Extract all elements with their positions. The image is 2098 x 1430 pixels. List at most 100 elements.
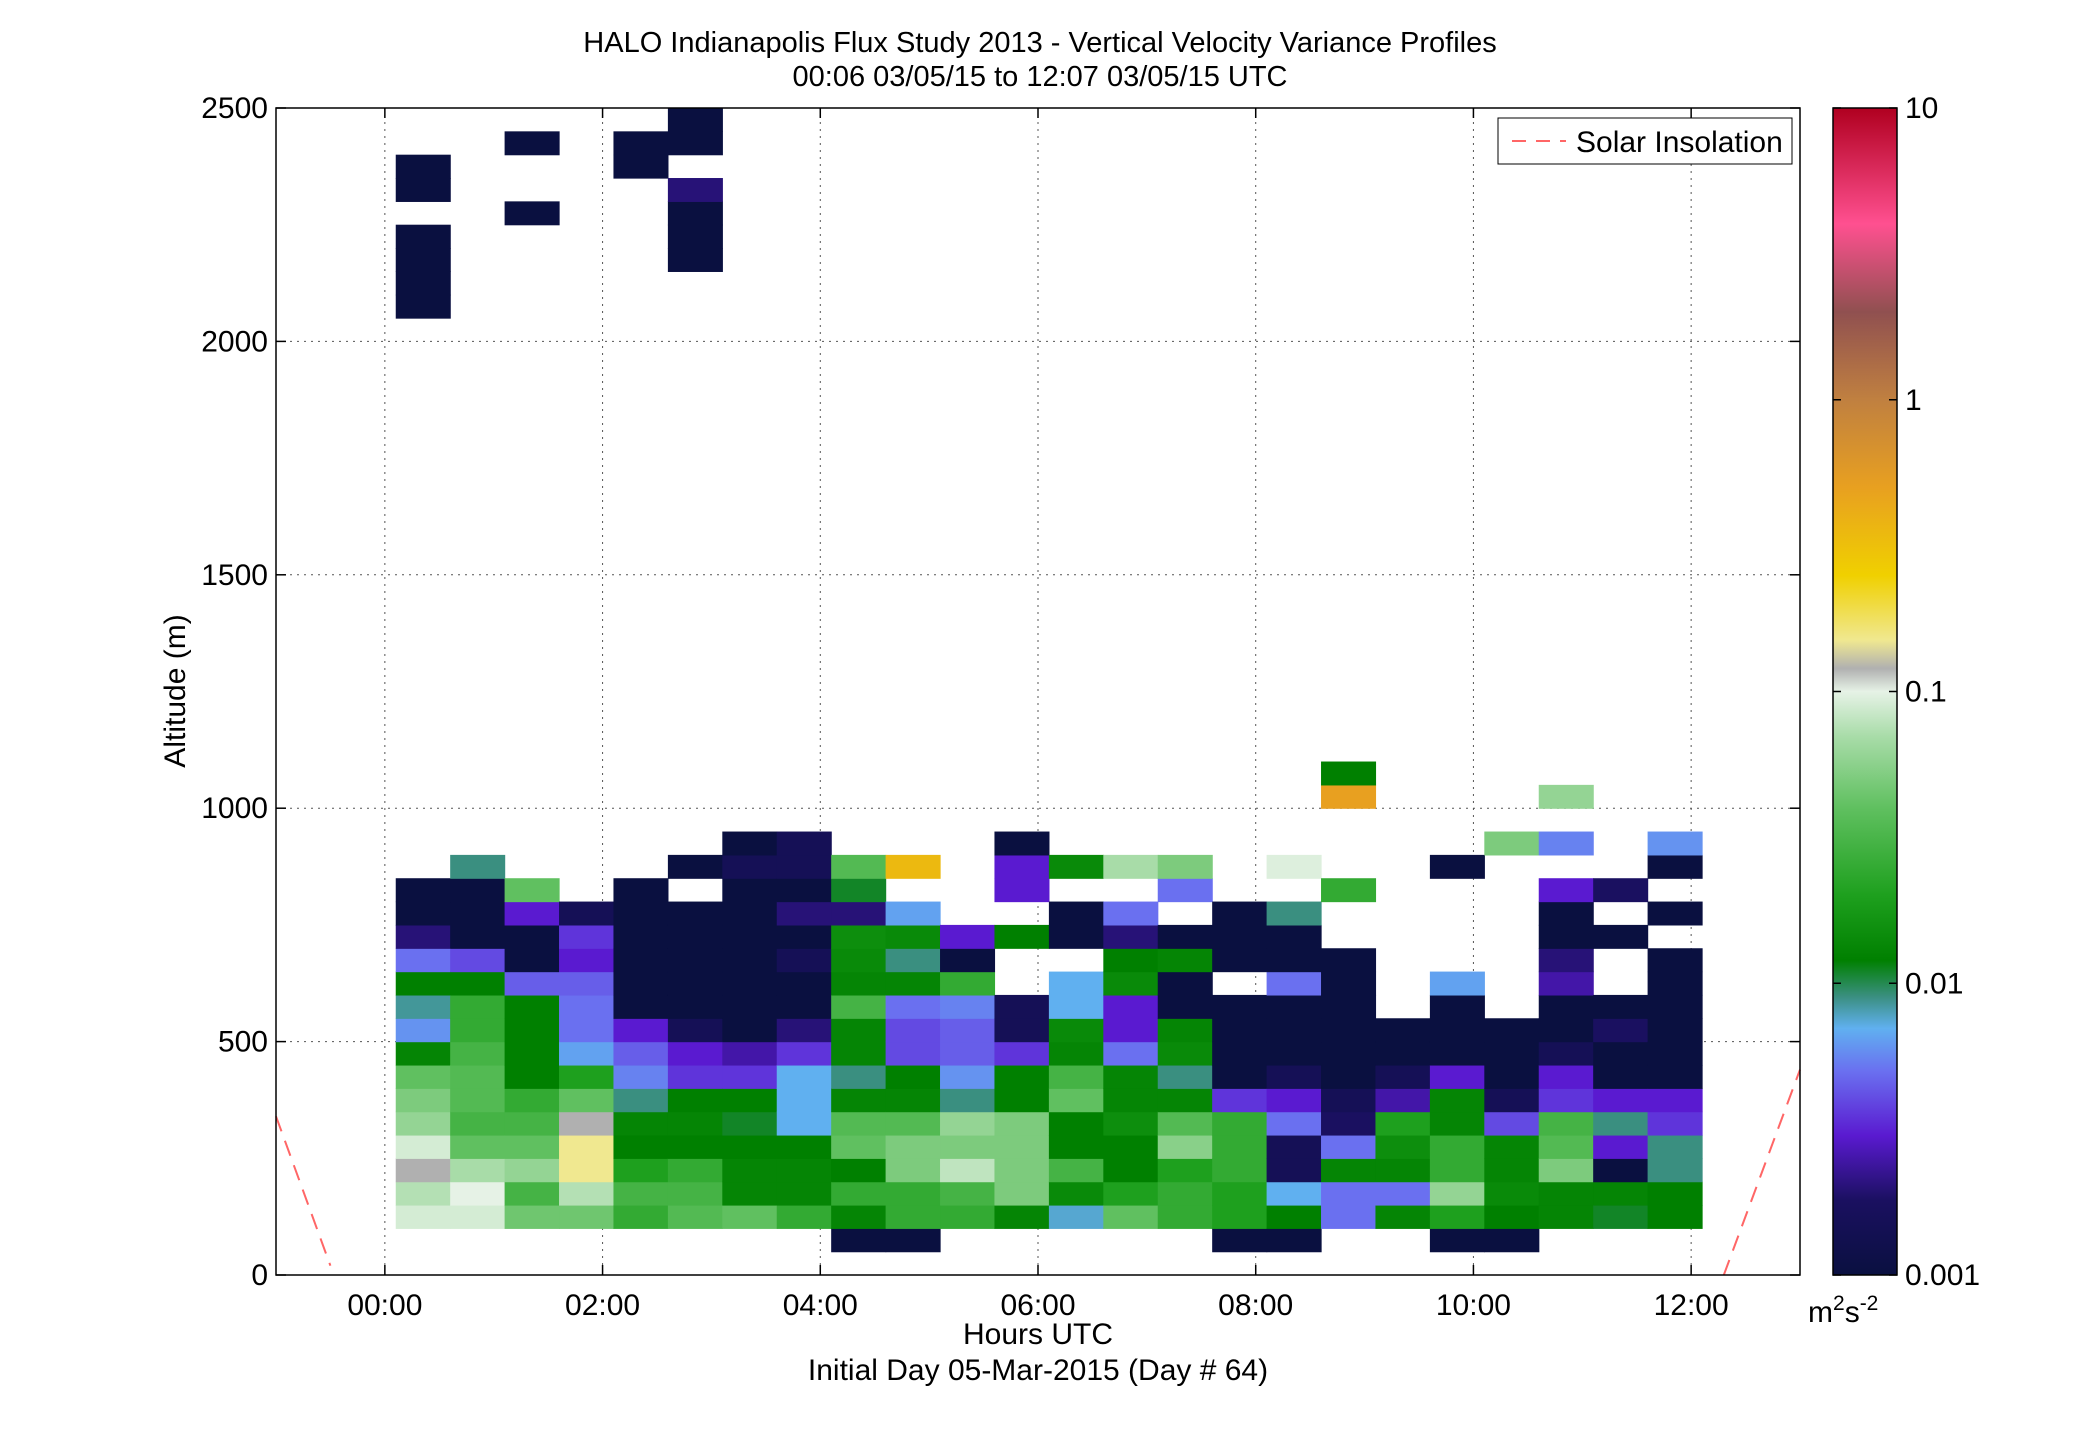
heatmap-cell [1157,1158,1213,1183]
heatmap-cell [1429,1181,1485,1206]
heatmap-cell [613,948,669,973]
heatmap-cell [885,1181,941,1206]
heatmap-cell [885,1134,941,1159]
heatmap-cell [722,1064,778,1089]
heatmap-cell [667,1158,723,1183]
heatmap-cell [1157,878,1213,903]
heatmap-cell [504,1111,560,1136]
heatmap-cell [1266,948,1322,973]
heatmap-cell [831,994,887,1019]
heatmap-cell [395,1088,451,1113]
heatmap-cell [722,994,778,1019]
heatmap-cell [831,948,887,973]
heatmap-cell [1266,901,1322,926]
heatmap-cell [1429,1041,1485,1066]
heatmap-cell [1212,1204,1268,1229]
heatmap-cell [1538,924,1594,949]
heatmap-cell [613,1181,669,1206]
heatmap-cell [1647,1064,1703,1089]
heatmap-cell [395,294,451,319]
heatmap-cell [395,1158,451,1183]
heatmap-cell [1538,1088,1594,1113]
heatmap-cell [1538,1111,1594,1136]
heatmap-cell [1212,924,1268,949]
heatmap-cell [504,948,560,973]
heatmap-cell [1647,1041,1703,1066]
heatmap-cell [940,994,996,1019]
heatmap-cell [994,1111,1050,1136]
heatmap-cell [994,1018,1050,1043]
heatmap-cell [504,878,560,903]
heatmap-cell [1048,924,1104,949]
heatmap-cell [559,901,615,926]
heatmap-cell [1647,901,1703,926]
heatmap-cell [395,878,451,903]
heatmap-cell [450,878,506,903]
heatmap-cell [1375,1134,1431,1159]
heatmap-cell [994,1204,1050,1229]
heatmap-cell [831,1064,887,1089]
heatmap-cell [667,108,723,132]
heatmap-cell [1103,1064,1159,1089]
heatmap-cell [885,1204,941,1229]
y-tick-label: 2000 [201,325,268,358]
heatmap-cell [450,924,506,949]
heatmap-cell [1103,1204,1159,1229]
heatmap-cell [885,1228,941,1253]
heatmap-cell [1375,1111,1431,1136]
x-tick-label: 10:00 [1436,1289,1511,1322]
heatmap-cell [559,1064,615,1089]
colorbar-tick-label: 0.001 [1905,1259,1980,1292]
x-tick-label: 00:00 [347,1289,422,1322]
heatmap-cell [1593,1064,1649,1089]
heatmap-cell [1593,1088,1649,1113]
heatmap-cell [395,1111,451,1136]
y-tick-label: 500 [218,1026,268,1059]
heatmap-cell [1429,1204,1485,1229]
heatmap-cell [1048,971,1104,996]
heatmap-cell [994,831,1050,856]
colorbar-unit-base: m [1808,1296,1833,1329]
y-axis-ticks: 0 500 1000 1500 2000 2500 [201,92,1800,1292]
x-axis-label: Hours UTC [963,1318,1113,1351]
heatmap-cell [395,1064,451,1089]
heatmap-cell [613,971,669,996]
heatmap-cell [504,1181,560,1206]
heatmap-cell [722,854,778,879]
heatmap-cell [504,1018,560,1043]
heatmap-cell [559,948,615,973]
heatmap-cell [831,1204,887,1229]
heatmap-cell [395,924,451,949]
heatmap-cell [1266,1181,1322,1206]
heatmap-cell [1048,1111,1104,1136]
heatmap-cell [994,878,1050,903]
heatmap-cell [667,854,723,879]
heatmap-cell [940,1041,996,1066]
heatmap-cell [1212,1134,1268,1159]
heatmap-cell [1593,1204,1649,1229]
heatmap-cell [1429,971,1485,996]
heatmap-cell [776,1181,832,1206]
heatmap-cell [1321,1064,1377,1089]
heatmap-cell [1375,1064,1431,1089]
heatmap-cell [395,178,451,202]
heatmap-cell [613,924,669,949]
heatmap-cell [1321,878,1377,903]
heatmap-cell [1212,1041,1268,1066]
heatmap-cell [1103,1111,1159,1136]
heatmap-cell [613,1204,669,1229]
heatmap-cell [722,1088,778,1113]
heatmap-cell [613,1041,669,1066]
heatmap-cell [994,1134,1050,1159]
heatmap-cell [667,1134,723,1159]
heatmap-cell [613,131,669,156]
heatmap-cell [1048,1204,1104,1229]
heatmap-cell [504,1088,560,1113]
heatmap-cell [1048,901,1104,926]
heatmap-cell [1647,831,1703,856]
heatmap-cell [613,901,669,926]
heatmap-cell [1484,1158,1540,1183]
heatmap-cell [1212,994,1268,1019]
heatmap-cell [667,1041,723,1066]
